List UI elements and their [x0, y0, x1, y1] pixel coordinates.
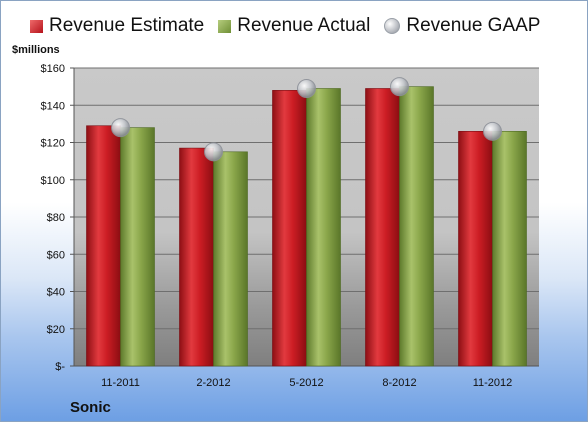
- marker-revenue-gaap: [297, 78, 316, 98]
- x-tick-label: 5-2012: [289, 377, 323, 389]
- y-axis-unit-label: $millions: [12, 44, 60, 56]
- legend-marker-gaap: [384, 18, 401, 34]
- y-tick-label: $120: [41, 138, 65, 150]
- bar-revenue-actual: [399, 86, 434, 367]
- chart-legend: Revenue Estimate Revenue Actual Revenue …: [30, 15, 554, 37]
- marker-revenue-gaap: [483, 121, 502, 141]
- y-tick-label: $100: [41, 175, 65, 187]
- x-tick-label: 11-2011: [101, 377, 140, 389]
- bar-revenue-estimate: [458, 131, 493, 367]
- y-tick-label: $40: [47, 287, 65, 299]
- x-tick-label: 2-2012: [196, 377, 230, 389]
- legend-item-actual: Revenue Actual: [218, 15, 370, 37]
- bar-revenue-estimate: [86, 125, 121, 367]
- marker-revenue-gaap: [390, 77, 409, 97]
- y-tick-label: $160: [41, 63, 65, 75]
- legend-item-gaap: Revenue GAAP: [384, 15, 540, 37]
- legend-label-gaap: Revenue GAAP: [406, 15, 541, 36]
- y-tick-label: $80: [47, 212, 65, 224]
- legend-label-actual: Revenue Actual: [237, 15, 371, 36]
- x-tick-label: 11-2012: [473, 377, 513, 389]
- legend-swatch-estimate: [30, 19, 43, 33]
- y-tick-label: $20: [47, 324, 65, 336]
- bar-revenue-estimate: [365, 88, 400, 367]
- bar-revenue-actual: [213, 151, 248, 367]
- bar-revenue-actual: [492, 131, 527, 367]
- legend-item-estimate: Revenue Estimate: [30, 15, 204, 37]
- bar-revenue-actual: [306, 88, 341, 367]
- bar-revenue-estimate: [272, 90, 307, 367]
- marker-revenue-gaap: [204, 142, 223, 162]
- y-tick-label: $140: [41, 100, 65, 112]
- bar-revenue-actual: [120, 127, 155, 367]
- bar-revenue-estimate: [179, 147, 214, 367]
- y-tick-label: $-: [55, 361, 65, 373]
- x-tick-label: 8-2012: [382, 377, 416, 389]
- legend-label-estimate: Revenue Estimate: [49, 15, 205, 36]
- legend-swatch-actual: [218, 19, 232, 33]
- marker-revenue-gaap: [111, 118, 130, 138]
- company-name: Sonic: [70, 399, 111, 416]
- y-tick-label: $60: [47, 249, 65, 261]
